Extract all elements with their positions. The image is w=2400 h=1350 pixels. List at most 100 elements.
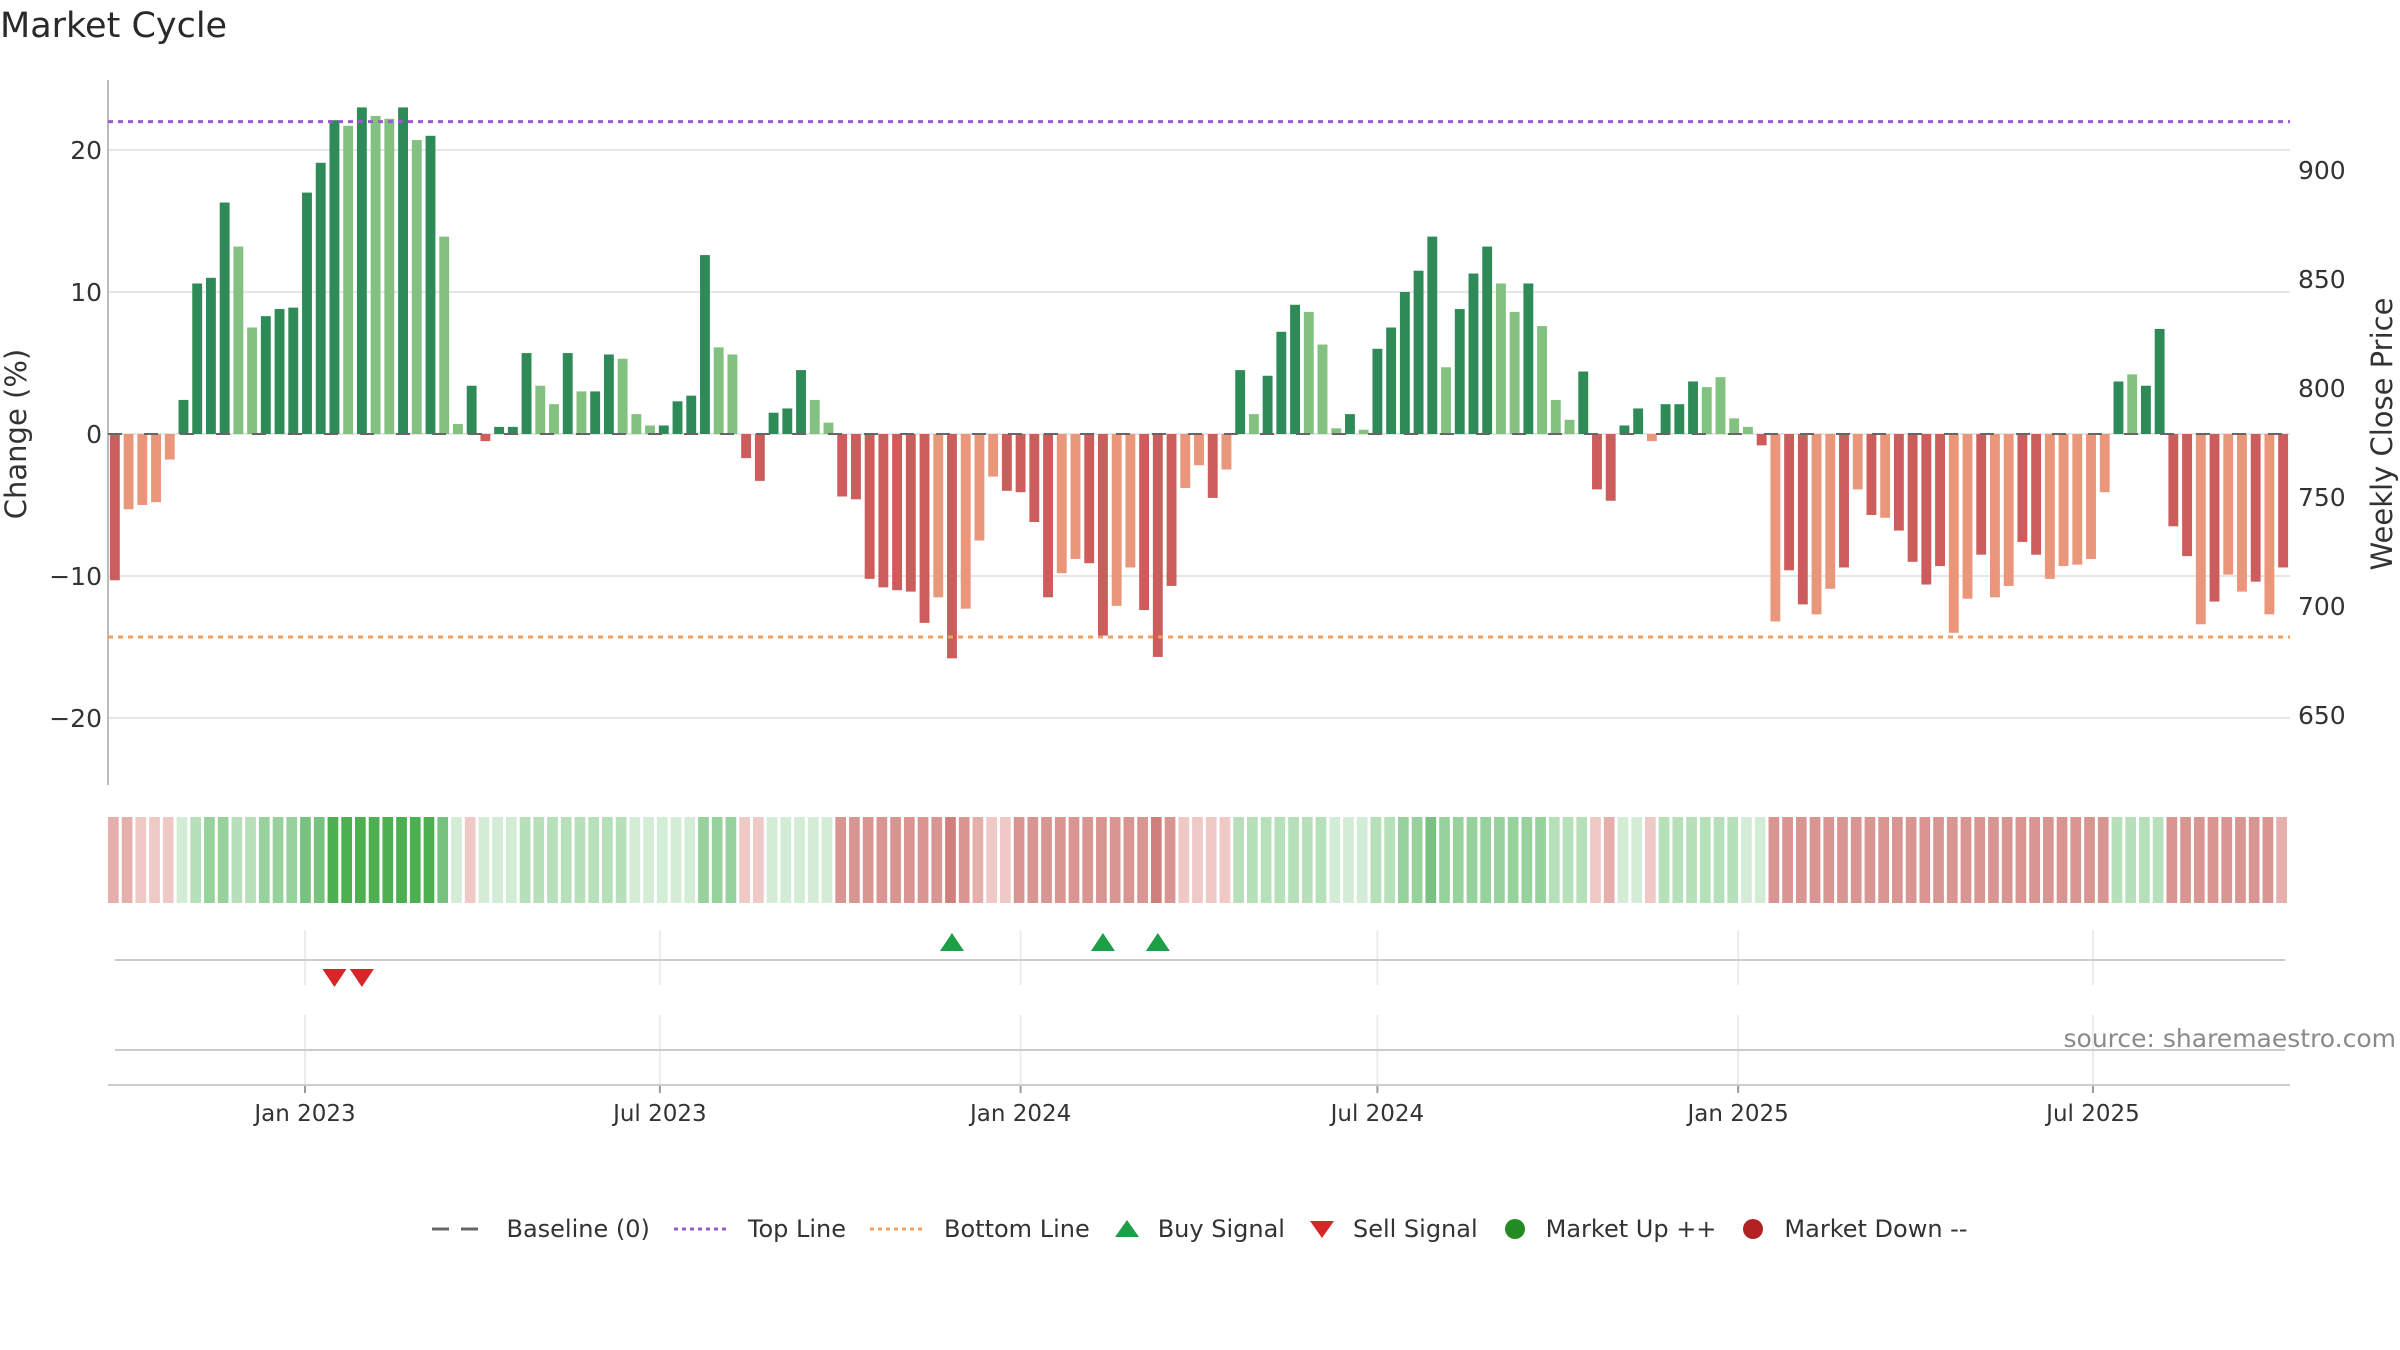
- bar-up: [274, 309, 285, 434]
- heat-cell: [1548, 817, 1560, 903]
- bar-down: [2264, 434, 2275, 615]
- heat-cell: [409, 817, 421, 903]
- bar-up: [1468, 273, 1479, 434]
- heat-cell: [1768, 817, 1780, 903]
- bar-down: [1194, 434, 1204, 466]
- bar-up: [1345, 414, 1355, 434]
- x-tick-label: Jan 2025: [1685, 1101, 1788, 1127]
- bar-up: [1688, 381, 1698, 434]
- bar-up: [617, 358, 628, 434]
- bar-down: [1221, 434, 1232, 470]
- bar-down: [1001, 434, 1012, 491]
- bar-down: [1756, 434, 1767, 446]
- heat-cell: [1480, 817, 1492, 903]
- heat-cell: [437, 817, 449, 903]
- heat-cell: [1205, 817, 1217, 903]
- bar-up: [1358, 429, 1369, 434]
- bar-down: [1935, 434, 1945, 567]
- heat-cell: [505, 817, 517, 903]
- bar-up: [398, 107, 408, 435]
- heat-cell: [1397, 817, 1409, 903]
- heat-cell: [725, 817, 737, 903]
- heat-cell: [1645, 817, 1656, 903]
- bar-down: [2044, 434, 2055, 579]
- bar-down: [933, 434, 944, 598]
- bar-down: [919, 434, 930, 623]
- heat-cell: [2029, 817, 2040, 903]
- legend-item-top: Top Line: [673, 1215, 846, 1243]
- heat-cell: [917, 817, 929, 903]
- bar-up: [1331, 428, 1342, 434]
- triangle-down-icon: [1309, 1221, 1334, 1238]
- heat-cell: [1027, 817, 1039, 903]
- heat-cell: [807, 817, 819, 903]
- heat-cell: [629, 817, 641, 903]
- heat-cell: [382, 817, 394, 903]
- heat-cell: [533, 817, 545, 903]
- heat-cell: [986, 817, 997, 903]
- bar-down: [1893, 434, 1904, 531]
- bar-down: [1125, 434, 1136, 568]
- bar-up: [494, 426, 505, 434]
- heat-cell: [1878, 817, 1890, 903]
- y2-tick-label: 900: [2298, 156, 2346, 185]
- heat-cell: [1988, 817, 1999, 903]
- heat-cell: [396, 817, 407, 903]
- heat-cell: [245, 817, 256, 903]
- heat-cell: [1809, 817, 1821, 903]
- bar-down: [988, 434, 999, 477]
- source-watermark: source: sharemaestro.com: [2064, 1024, 2397, 1053]
- bar-up: [1523, 283, 1534, 434]
- bar-up: [1729, 418, 1740, 434]
- bar-down: [1866, 434, 1877, 515]
- y2-tick-label: 700: [2298, 592, 2346, 621]
- x-tick-label: Jan 2023: [252, 1101, 355, 1127]
- heat-cell: [876, 817, 888, 903]
- bar-up: [535, 385, 546, 434]
- heat-cell: [1521, 817, 1533, 903]
- heat-cell: [1425, 817, 1437, 903]
- heat-cell: [752, 817, 764, 903]
- bar-down: [1921, 434, 1932, 585]
- bar-up: [700, 255, 710, 434]
- heat-cell: [300, 817, 311, 903]
- bar-down: [947, 434, 957, 659]
- heat-cell: [121, 817, 133, 903]
- heat-cell: [1274, 817, 1286, 903]
- bar-up: [315, 162, 326, 434]
- bar-down: [1097, 434, 1108, 636]
- heat-cell: [890, 817, 901, 903]
- heat-cell: [1590, 817, 1601, 903]
- heat-cell: [1864, 817, 1876, 903]
- heat-cell: [1343, 817, 1354, 903]
- heat-cell: [1603, 817, 1615, 903]
- bar-up: [823, 422, 834, 434]
- heat-cell: [656, 817, 668, 903]
- bar-up: [796, 370, 806, 434]
- dotted-line-icon: [870, 1227, 927, 1231]
- dash-line-icon: [432, 1227, 489, 1231]
- bar-down: [1166, 434, 1177, 586]
- circle-icon: [1504, 1219, 1525, 1239]
- heat-cell: [711, 817, 723, 903]
- bar-down: [137, 434, 148, 505]
- heat-cell: [2056, 817, 2068, 903]
- bar-down: [2017, 434, 2028, 542]
- bar-up: [1701, 387, 1712, 434]
- bar-up: [782, 408, 793, 434]
- heat-cell: [258, 817, 270, 903]
- heat-cell: [2193, 817, 2205, 903]
- bar-up: [1550, 399, 1561, 434]
- heat-cell: [1946, 817, 1958, 903]
- bar-up: [260, 316, 271, 434]
- bar-up: [411, 140, 422, 434]
- bar-up: [645, 425, 656, 434]
- bar-up: [302, 192, 312, 434]
- bar-up: [1509, 311, 1520, 434]
- heat-cell: [451, 817, 462, 903]
- bar-down: [1070, 434, 1081, 559]
- heat-cell: [684, 817, 696, 903]
- heat-cell: [2166, 817, 2178, 903]
- bar-up: [1674, 404, 1685, 434]
- heat-cell: [2001, 817, 2013, 903]
